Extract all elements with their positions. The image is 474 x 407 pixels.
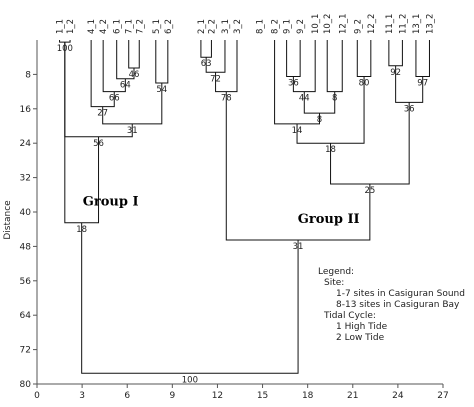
leaf-label: 8_2 [271,19,281,34]
dendrogram-link [81,222,299,374]
dendrogram-link [296,76,365,144]
node-support-label: 63 [201,59,212,69]
y-tick-label: 48 [20,242,32,252]
node-support-label: 27 [97,109,108,119]
y-tick-label: 64 [20,311,32,321]
x-tick-label: 9 [169,391,175,401]
leaf-label: 7_1 [125,19,135,34]
x-tick-label: 3 [79,391,85,401]
node-support-label: 97 [417,79,428,89]
leaf-label: 10_2 [323,14,333,34]
node-support-label: 72 [210,74,221,84]
y-axis-title: Distance [3,200,13,240]
leaf-label: 3_1 [221,19,231,34]
x-tick-label: 6 [124,391,130,401]
group-labels: Group I Group II [83,195,360,227]
leaf-label: 6_2 [164,19,174,34]
legend-line: 2 Low Tide [336,333,385,343]
node-support-label: 54 [156,85,167,95]
y-tick-label: 40 [20,208,32,218]
dendrogram-link [388,40,403,67]
x-tick-label: 0 [34,391,40,401]
legend-line: 1 High Tide [336,322,388,332]
node-support-label: 18 [76,225,87,235]
node-support-label: 8 [317,115,322,125]
dendrogram-link [415,40,430,78]
group-label: Group I [83,195,139,210]
dendrogram-link [326,40,343,93]
y-tick-label: 8 [25,70,31,80]
x-tick-label: 24 [392,391,404,401]
leaf-label: 3_2 [233,19,243,34]
leaf-label: 13_1 [412,14,422,34]
y-tick-label: 16 [20,105,32,115]
node-support-label: 100 [57,44,73,54]
node-support-label: 64 [120,81,131,91]
dendrogram-link [59,40,71,43]
legend-line: 8-13 sites in Casiguran Bay [336,300,460,310]
leaf-label: 9_1 [283,19,293,34]
leaf-label: 10_1 [311,14,321,34]
dendrogram-link [155,40,169,84]
leaf-label: 9_2 [353,19,363,34]
node-support-label: 31 [127,126,138,136]
node-support-label: 92 [390,68,401,78]
node-support-label: 46 [129,70,140,80]
leaf-labels: 1_1 1_2 4_1 4_2 6_1 7_1 7_2 5_1 6_2 2_1 2_2 3_1 3_2 8… [56,14,436,34]
dendrogram-link [356,40,372,78]
node-support-label: 36 [404,104,415,114]
y-tick-label: 24 [20,139,32,149]
leaf-label: 9_2 [296,19,306,34]
dendrogram-link [128,40,140,69]
node-support-label: 18 [325,145,336,155]
legend-line: 1-7 sites in Casiguran Sound [336,289,465,299]
leaf-label: 11_1 [385,14,395,34]
leaf-label: 8_1 [256,19,266,34]
dendrogram-links [59,40,430,374]
legend-title: Legend: [318,267,354,277]
leaf-label: 12_2 [367,14,377,34]
leaf-label: 1_2 [66,19,76,34]
node-support-label: 78 [221,94,232,104]
node-support-label: 44 [299,94,310,104]
leaf-label: 4_1 [87,19,97,34]
y-tick-label: 80 [20,380,32,390]
leaf-label: 1_1 [56,19,66,34]
node-support-label: 31 [293,242,304,252]
node-support-label: 8 [332,94,337,104]
node-support-label: 25 [364,186,375,196]
y-tick-label: 32 [20,174,31,184]
legend: Legend:Site:1-7 sites in Casiguran Sound… [318,267,465,343]
node-support-label: 66 [109,94,120,104]
node-support-label: 80 [359,79,370,89]
leaf-label: 7_2 [135,19,145,34]
x-tick-label: 15 [257,391,268,401]
node-support-label: 100 [182,375,198,385]
y-tick-label: 72 [20,346,31,356]
x-tick-label: 27 [437,391,448,401]
leaf-label: 5_1 [152,19,162,34]
node-support-label: 56 [93,139,104,149]
leaf-label: 6_1 [113,19,123,34]
leaf-label: 4_2 [99,19,109,34]
dendrogram-link [200,40,212,58]
x-tick-label: 12 [212,391,223,401]
leaf-label: 2_1 [197,19,207,34]
leaf-label: 11_2 [398,14,408,34]
leaf-label: 13_2 [425,14,435,34]
x-tick-label: 21 [347,391,358,401]
legend-line: Tidal Cycle: [323,311,376,321]
node-support-label: 36 [288,79,299,89]
legend-line: Site: [324,278,344,288]
node-support-label: 14 [292,126,303,136]
group-label: Group II [298,212,360,227]
leaf-label: 12_1 [338,14,348,34]
y-tick-label: 56 [20,277,32,287]
x-tick-label: 18 [302,391,314,401]
dendrogram-link [286,40,301,78]
leaf-label: 2_2 [207,19,217,34]
